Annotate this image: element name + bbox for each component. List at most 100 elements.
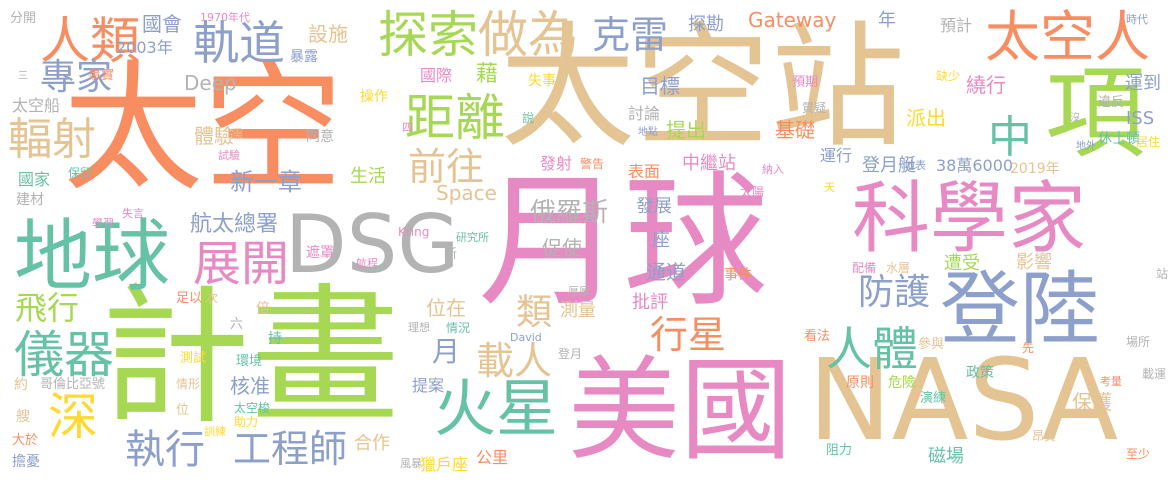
word-zhengce: 政策 [966, 365, 994, 381]
word-xin: 新 [444, 247, 458, 262]
word-juzhu: 居住 [1136, 135, 1161, 149]
word-yanjiusuo: 研究所 [456, 231, 489, 244]
word-kaoliang: 考量 [1100, 375, 1122, 388]
word-xiang: 項 [1045, 55, 1145, 172]
word-peibei: 配備 [852, 261, 877, 275]
word-tian: 提案 [412, 376, 445, 395]
word-chi: 持 [268, 331, 282, 347]
word-baohu: 保護 [1072, 390, 1112, 414]
word-lei: 類 [516, 292, 553, 333]
word-hangtaizongshu: 航太總署 [190, 212, 279, 237]
word-wei: 位 [176, 403, 190, 418]
word-zhiyi: 質疑 [802, 101, 827, 115]
word-zhan: 站 [1156, 267, 1169, 281]
word-taolun: 討論 [628, 104, 661, 123]
word-hezuo: 合作 [354, 433, 390, 454]
word-yueqiu: 月球 [478, 158, 768, 327]
word-guojia: 國家 [18, 170, 51, 189]
word-dayu: 大於 [12, 433, 39, 448]
word-weixian: 危險 [888, 375, 916, 391]
word-diwai: 地外 [1076, 141, 1096, 152]
word-xiushidun: 休士頓 [1098, 131, 1140, 147]
word-iss: ISS [1126, 108, 1155, 129]
word-baolu: 暴露 [290, 49, 318, 65]
word-fushe: 輻射 [8, 114, 96, 165]
word-tankan: 探勘 [688, 14, 724, 35]
word-2003: 2003年 [116, 38, 173, 57]
word-houhou: 厚厚 [568, 285, 590, 298]
word-qianwang: 前往 [408, 145, 485, 189]
word-taikongzhan: 太空站 [500, 9, 905, 166]
word-sou: 艘 [16, 409, 30, 425]
word-zairen: 載人 [476, 339, 553, 383]
word-kring: Kring [398, 225, 430, 239]
word-jiancai: 建材 [16, 192, 44, 208]
word-hezhun: 核准 [230, 374, 270, 398]
word-2019: 2019年 [1010, 161, 1060, 177]
word-hangcheng: 航程 [356, 257, 378, 270]
word-taikongren: 太空人 [985, 5, 1151, 69]
word-meiguo: 美國 [568, 346, 792, 476]
word-1970: 1970年代 [200, 11, 250, 24]
word-ci: 次 [206, 291, 219, 305]
word-sheshi: 設施 [308, 22, 348, 46]
word-naru: 納入 [762, 163, 784, 176]
word-diqiu: 地球 [14, 212, 171, 302]
word-san: 三 [18, 71, 28, 82]
word-guohui: 國會 [142, 12, 182, 36]
word-feixing: 飛行 [15, 289, 80, 327]
word-yuqi: 預期 [792, 75, 819, 90]
word-guidao: 軌道 [193, 16, 285, 70]
word-mubiao: 目標 [640, 74, 680, 98]
word-liehuzuo: 獵戶座 [420, 455, 469, 474]
word-hangxing: 行星 [650, 313, 727, 357]
word-biaomian: 表面 [628, 162, 661, 181]
word-xuexi: 學習 [92, 217, 114, 230]
word-xunlian: 訓練 [204, 425, 226, 438]
word-celiang: 測量 [560, 300, 596, 321]
word-zuo: 座 [652, 230, 670, 251]
word-taikong: 太空 [63, 48, 344, 211]
word-fenkai: 分開 [10, 11, 37, 26]
word-taikongchuan: 太空船 [12, 96, 61, 115]
word-jihua: 計畫 [100, 271, 401, 445]
word-fashe: 發射 [540, 154, 573, 173]
word-jinggao: 警告 [580, 157, 605, 171]
word-zhixing: 執行 [125, 427, 205, 473]
word-yue2: 約 [14, 377, 28, 393]
word-shen: 深 [48, 388, 98, 446]
word-zuowei: 做為 [478, 6, 578, 64]
word-shishi: 事實 [88, 68, 115, 83]
word-juli: 距離 [405, 89, 505, 147]
word-fengbao: 風暴 [400, 457, 422, 470]
word-yundao: 運到 [1125, 73, 1161, 94]
word-cichang: 磁場 [928, 446, 964, 467]
word-shuo: 說 [522, 111, 535, 125]
word-deep: Deep [184, 71, 237, 95]
word-renlei: 人類 [40, 12, 140, 70]
word-nasa: NASA [808, 336, 1119, 466]
word-piping: 批評 [632, 292, 668, 313]
word-kelei: 克雷 [592, 13, 669, 57]
word-ceshi: 測試 [180, 351, 207, 366]
word-38wan: 38萬6000 [936, 156, 1014, 175]
word-zhuli: 助力 [234, 415, 259, 429]
word-yiqi: 儀器 [14, 326, 114, 384]
word-huoxing: 火星 [434, 372, 559, 445]
word-caozuo: 操作 [360, 89, 388, 105]
word-baoliu: 保留 [68, 166, 93, 180]
word-jie: 藉 [476, 62, 499, 87]
word-yunxing: 運行 [820, 146, 853, 165]
word-qingkuang: 情況 [446, 321, 471, 335]
word-gongli: 公里 [476, 448, 509, 467]
word-dengyue: 登月 [558, 347, 583, 361]
word-zhuanjia: 專家 [40, 57, 113, 98]
word-yanlian: 演練 [920, 391, 947, 406]
word-shishi2: 失事 [528, 73, 556, 89]
word-fanghu: 防護 [858, 272, 931, 313]
word-jichu: 基礎 [775, 118, 815, 142]
word-canyu: 參與 [918, 337, 945, 352]
word-renti: 人體 [826, 322, 918, 376]
word-zhong: 中 [988, 112, 1032, 163]
word-denglu: 登陸 [940, 263, 1100, 356]
